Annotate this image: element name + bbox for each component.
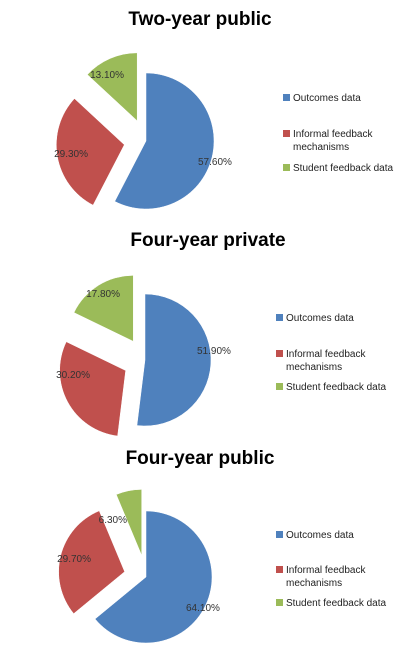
data-label-informal: 29.30%: [54, 149, 88, 160]
pie-slice-informal: [56, 98, 125, 206]
chart-title: Four-year private: [130, 230, 285, 251]
pie-slices: [56, 52, 215, 210]
legend-item-outcomes: Outcomes data: [293, 93, 361, 104]
chart-two-year-public: Two-year public 57.60% 29.30% 13.10% Outco…: [54, 9, 394, 210]
data-label-informal: 29.70%: [57, 554, 91, 565]
legend-item-informal: Informal feedback: [286, 349, 366, 360]
legend-item-outcomes: Outcomes data: [286, 530, 354, 541]
data-label-informal: 30.20%: [56, 370, 90, 381]
chart-four-year-public: Four-year public 64.10% 29.70% 6.30% Outco…: [57, 448, 387, 644]
data-label-outcomes: 57.60%: [198, 157, 232, 168]
data-labels: 51.90% 30.20% 17.80%: [56, 289, 231, 381]
pie-slice-student: [86, 52, 138, 122]
pie-slice-student: [115, 489, 142, 556]
data-label-outcomes: 64.10%: [186, 603, 220, 614]
legend-swatch-student: [283, 164, 290, 171]
data-label-student: 17.80%: [86, 289, 120, 300]
pie-slices: [59, 275, 212, 437]
pie-slice-outcomes: [114, 72, 215, 210]
legend-swatch-informal: [276, 350, 283, 357]
pie-slice-student: [73, 275, 134, 342]
legend: Outcomes data Informal feedback mechanis…: [276, 530, 387, 609]
data-labels: 57.60% 29.30% 13.10%: [54, 70, 232, 168]
pie-slice-informal: [59, 341, 126, 437]
legend-item-informal: Informal feedback: [293, 129, 373, 140]
chart-title: Two-year public: [128, 9, 272, 30]
data-label-student: 13.10%: [90, 70, 124, 81]
legend-swatch-informal: [283, 130, 290, 137]
legend-item-informal: Informal feedback: [286, 565, 366, 576]
data-labels: 64.10% 29.70% 6.30%: [57, 515, 220, 614]
legend-item-student: Student feedback data: [286, 382, 387, 393]
legend-swatch-student: [276, 599, 283, 606]
legend-swatch-outcomes: [276, 531, 283, 538]
legend-swatch-informal: [276, 566, 283, 573]
legend-swatch-outcomes: [283, 94, 290, 101]
data-label-outcomes: 51.90%: [197, 346, 231, 357]
legend-item-informal-line2: mechanisms: [286, 362, 342, 373]
legend: Outcomes data Informal feedback mechanis…: [276, 313, 387, 393]
legend-item-outcomes: Outcomes data: [286, 313, 354, 324]
pie-slice-outcomes: [94, 510, 213, 644]
pie-slice-informal: [58, 510, 125, 615]
pie-slices: [58, 489, 213, 644]
legend-item-student: Student feedback data: [286, 598, 387, 609]
pie-slice-outcomes: [136, 293, 212, 427]
legend: Outcomes data Informal feedback mechanis…: [283, 93, 394, 174]
legend-swatch-student: [276, 383, 283, 390]
legend-swatch-outcomes: [276, 314, 283, 321]
legend-item-informal-line2: mechanisms: [293, 142, 349, 153]
data-label-student: 6.30%: [99, 515, 127, 526]
chart-four-year-private: Four-year private 51.90% 30.20% 17.80% Out…: [56, 230, 387, 437]
legend-item-student: Student feedback data: [293, 163, 394, 174]
chart-title: Four-year public: [126, 448, 275, 469]
legend-item-informal-line2: mechanisms: [286, 578, 342, 589]
